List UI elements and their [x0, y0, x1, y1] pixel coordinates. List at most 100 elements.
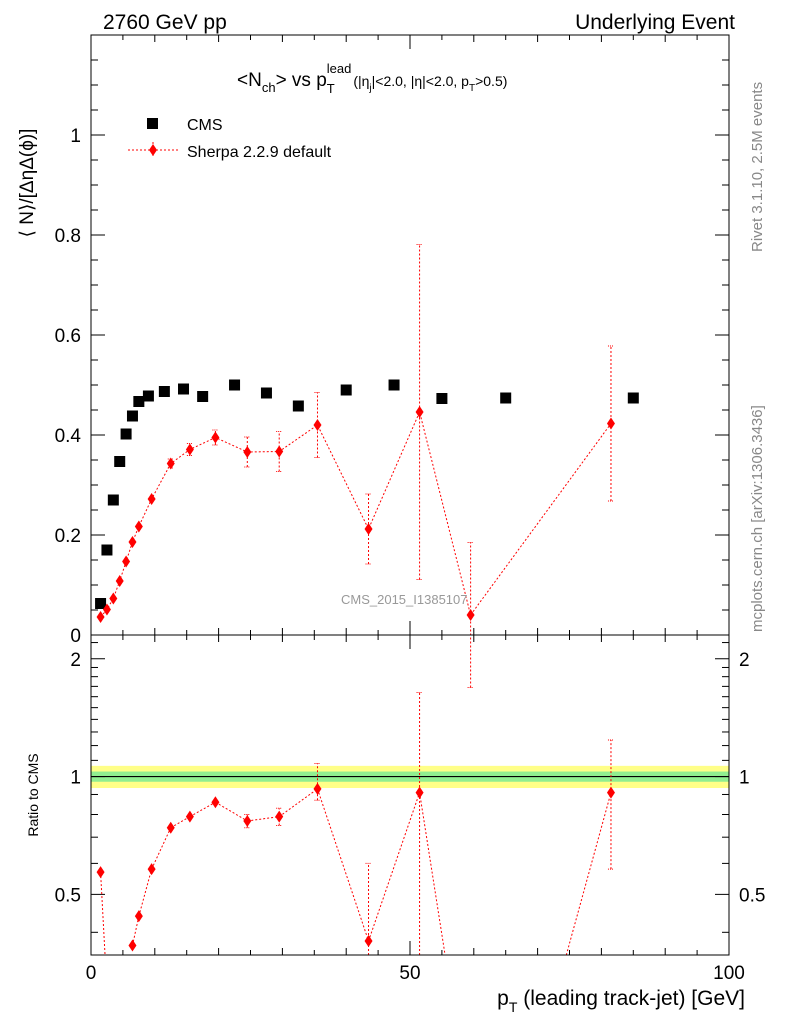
cms-point — [114, 456, 126, 467]
cms-point — [178, 383, 190, 395]
ratio-sherpa-point — [134, 910, 143, 923]
ratio-y-tick-label-right: 2 — [739, 650, 750, 671]
ratio-sherpa-line — [215, 801, 248, 822]
ratio-sherpa-line — [131, 915, 140, 946]
sherpa-point — [275, 445, 284, 458]
cms-point — [133, 396, 145, 407]
sherpa-point — [122, 555, 131, 568]
sherpa-point — [166, 457, 175, 470]
sherpa-point — [415, 406, 424, 418]
ratio-sherpa-line — [565, 792, 612, 956]
reference-band — [91, 765, 729, 788]
sherpa-point — [606, 417, 615, 430]
cms-point — [95, 598, 107, 609]
cms-point — [436, 393, 448, 404]
sherpa-point — [243, 446, 252, 458]
y-tick-label: 1 — [70, 126, 81, 147]
sherpa-point — [96, 611, 105, 623]
main-panel: 0 0.2 0.4 0.6 0.8 1 <Nch> vs pTlead(|ηj|<2.0,… — [17, 34, 730, 688]
cms-point — [126, 410, 138, 422]
cms-point — [120, 428, 132, 440]
ratio-sherpa-point — [415, 786, 424, 799]
ratio-data — [96, 691, 615, 956]
legend-sherpa-marker — [149, 144, 157, 156]
y-tick-label: 0 — [70, 626, 81, 647]
ratio-sherpa-point — [128, 939, 137, 952]
ratio-sherpa-point — [243, 814, 252, 827]
sherpa-point — [185, 443, 194, 456]
ratio-y-tick-label: 2 — [70, 650, 81, 671]
y-tick-label: 0.8 — [55, 226, 81, 247]
side-label-bottom: mcplots.cern.ch [arXiv:1306.3436] — [749, 405, 766, 632]
sherpa-point — [102, 603, 111, 616]
legend-sherpa-label: Sherpa 2.2.9 default — [187, 144, 332, 161]
ratio-axes: 0.5 0.5 1 1 2 2 0 50 100 — [55, 635, 765, 984]
x-tick-label: 50 — [399, 963, 420, 984]
ratio-sherpa-point — [166, 821, 175, 834]
x-tick-label: 100 — [713, 963, 745, 984]
sherpa-point — [364, 523, 373, 535]
ratio-frame — [90, 634, 730, 956]
ratio-ylabel: Ratio to CMS — [25, 753, 41, 836]
sherpa-point — [134, 520, 143, 533]
ratio-panel: 0.5 0.5 1 1 2 2 0 50 100 Ratio to CMS pT (leadin… — [25, 634, 765, 1015]
ratio-y-tick-label: 1 — [70, 768, 81, 789]
header-left: 2760 GeV pp — [103, 11, 227, 34]
sherpa-point — [147, 493, 156, 505]
ratio-sherpa-line — [419, 792, 446, 956]
cms-point — [388, 379, 400, 391]
ratio-sherpa-line — [247, 816, 280, 822]
main-data — [95, 244, 639, 688]
xlabel: pT (leading track-jet) [GeV] — [497, 987, 745, 1015]
plot-title: <Nch> vs pTlead(|ηj|<2.0, |η|<2.0, pT>0.… — [237, 61, 507, 96]
sherpa-point — [466, 609, 475, 621]
ratio-sherpa-point — [313, 782, 322, 795]
ratio-y-tick-label-right: 0.5 — [739, 885, 765, 906]
sherpa-line — [100, 410, 612, 618]
ratio-sherpa-line — [278, 788, 318, 818]
sherpa-point — [109, 592, 118, 605]
ratio-sherpa-line — [317, 788, 370, 942]
legend-cms-marker — [147, 118, 158, 129]
sherpa-point — [115, 575, 124, 587]
ratio-sherpa-point — [606, 786, 615, 799]
ratio-sherpa-point — [96, 866, 105, 879]
ratio-sherpa-line — [368, 792, 421, 942]
ratio-sherpa-line — [100, 872, 106, 956]
header-right: Underlying Event — [575, 11, 735, 34]
ratio-sherpa-point — [147, 863, 156, 876]
cms-point — [260, 387, 272, 399]
cms-point — [107, 494, 119, 506]
sherpa-point — [211, 431, 220, 444]
ratio-sherpa-line — [138, 869, 153, 917]
side-label-top: Rivet 3.1.10, 2.5M events — [749, 82, 766, 252]
ratio-y-tick-label-right: 1 — [739, 768, 750, 789]
ratio-y-tick-label: 0.5 — [55, 885, 81, 906]
cms-point — [197, 391, 209, 402]
cms-point — [158, 386, 170, 397]
legend: CMS Sherpa 2.2.9 default — [128, 117, 332, 161]
cms-point — [340, 384, 352, 396]
x-tick-label: 0 — [86, 963, 97, 984]
ratio-sherpa-line — [189, 801, 216, 818]
legend-cms-label: CMS — [187, 117, 223, 134]
ratio-sherpa-line — [151, 827, 172, 870]
main-ylabel: ⟨ N⟩/[ΔηΔ(ϕ)] — [17, 129, 38, 238]
cms-point — [101, 544, 113, 556]
ratio-sherpa-point — [211, 796, 220, 809]
cms-point — [627, 392, 639, 404]
ratio-sherpa-point — [364, 935, 373, 948]
ratio-sherpa-point — [275, 810, 284, 823]
cms-point — [500, 392, 512, 404]
watermark: CMS_2015_I1385107 — [341, 592, 468, 607]
y-tick-label: 0.2 — [55, 526, 81, 547]
sherpa-point — [128, 536, 137, 548]
main-axes: 0 0.2 0.4 0.6 0.8 1 — [55, 35, 730, 647]
sherpa-point — [313, 419, 322, 431]
y-tick-label: 0.4 — [55, 426, 82, 447]
y-tick-label: 0.6 — [55, 326, 81, 347]
cms-point — [142, 390, 154, 402]
cms-point — [292, 400, 304, 412]
ratio-sherpa-point — [185, 810, 194, 823]
